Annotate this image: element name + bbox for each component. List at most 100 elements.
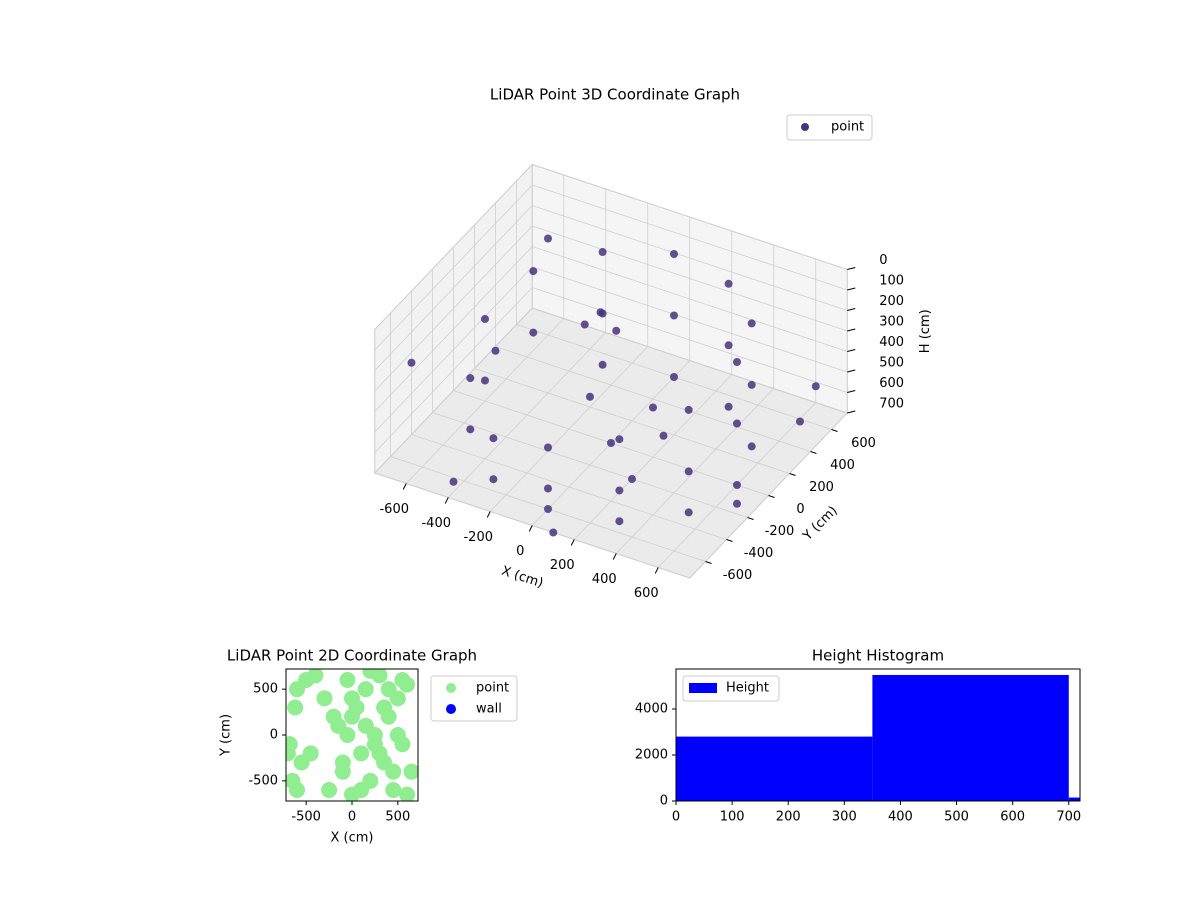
point [598,248,607,257]
x-tick-label: 0 [348,810,356,825]
group [676,674,1080,801]
point [362,669,379,679]
group [286,669,418,801]
point [353,745,370,762]
grid-line [532,205,848,311]
legend-label: wall [476,702,502,717]
point [316,690,333,707]
y-tick-label: 0 [796,502,804,517]
x-axis-label: X (cm) [331,831,374,846]
point [339,727,356,743]
x-tick-label: 0 [516,544,524,559]
x-tick-label: -400 [421,516,451,531]
point [670,250,678,258]
point [481,376,489,385]
point [670,311,678,320]
legend-marker [689,683,717,693]
tick-mark [528,525,533,532]
legend-box [786,114,873,141]
point [580,320,589,329]
point [380,681,397,698]
x-tick-label: 500 [944,810,969,825]
tick-mark [570,539,575,546]
grid-line [374,205,533,371]
x-tick-label: 700 [1056,810,1081,825]
legend-marker [446,704,456,714]
point [302,745,319,762]
point [596,308,605,317]
point [747,319,756,328]
y-tick-label: 0 [270,728,278,743]
point [544,443,552,452]
point [649,403,657,412]
legend-box [430,675,518,722]
z-tick-label: 300 [879,315,904,330]
x-tick-label: 400 [888,810,913,825]
point [811,382,820,391]
grid-line [411,434,727,540]
point [670,373,678,381]
tick-mark [402,483,407,490]
point [385,763,402,780]
z-tick-label: 0 [879,253,887,268]
point [586,392,594,401]
point [466,374,475,383]
x-tick-label: -500 [291,810,321,825]
point [544,484,552,493]
grid-line [532,184,848,291]
x-tick-label: -600 [379,502,409,517]
grid-line [374,225,533,392]
chart-title: LiDAR Point 2D Coordinate Graph [227,647,477,665]
legend-label: Height [726,681,769,696]
tick-mark [768,495,775,498]
z-tick-label: 500 [879,356,904,371]
grid-line [374,164,533,330]
z-tick-label: 400 [879,335,904,350]
grid-line [532,287,848,393]
y-tick-label: 400 [830,458,855,473]
tick-mark [847,308,856,311]
tick-mark [847,410,856,414]
tick-mark [726,539,733,542]
point [684,405,693,414]
point [659,431,668,440]
point [376,699,393,716]
bar [1068,797,1080,801]
point [321,782,338,798]
tick-mark [831,429,838,432]
point [399,786,415,801]
point [628,475,636,483]
y-tick-label: 200 [809,480,834,495]
legend-label: point [476,681,509,696]
point [724,279,733,288]
point [289,782,305,798]
point [481,315,489,323]
tick-mark [847,328,856,332]
tick-mark [847,287,856,291]
point [344,690,360,707]
point [286,745,296,762]
point [733,499,741,508]
point [366,736,383,753]
point [598,360,607,369]
x-tick-label: 0 [672,810,680,825]
tick-mark [810,451,817,454]
point [407,358,416,367]
grid-line [432,412,748,518]
grid-line [532,164,848,270]
point [344,708,360,725]
point [489,475,498,484]
point [724,341,733,350]
point [394,672,411,688]
point [684,508,693,517]
point [325,708,342,725]
point [385,782,402,798]
z-tick-label: 100 [879,274,904,289]
z-axis-label: H (cm) [918,309,933,353]
chart-title: Height Histogram [812,647,944,665]
bar [676,736,873,801]
point [747,380,756,389]
tick-mark [705,561,712,564]
point [747,442,756,451]
y-tick-label: 2000 [635,748,668,763]
